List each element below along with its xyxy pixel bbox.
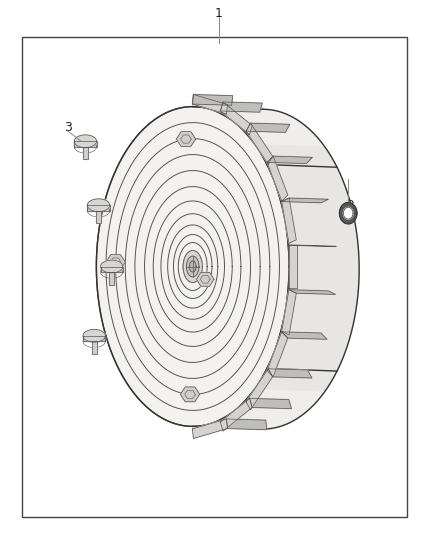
- Polygon shape: [246, 123, 290, 132]
- Polygon shape: [83, 329, 105, 342]
- Polygon shape: [193, 390, 324, 429]
- Polygon shape: [339, 203, 357, 224]
- Text: 2: 2: [346, 199, 354, 212]
- Polygon shape: [96, 107, 289, 426]
- Polygon shape: [289, 245, 297, 288]
- Polygon shape: [87, 205, 110, 211]
- Polygon shape: [92, 341, 97, 354]
- Polygon shape: [106, 255, 125, 269]
- Polygon shape: [267, 156, 312, 164]
- Text: 3: 3: [64, 122, 72, 134]
- Polygon shape: [282, 290, 296, 335]
- Polygon shape: [183, 251, 202, 282]
- Polygon shape: [193, 107, 359, 429]
- Polygon shape: [220, 102, 262, 112]
- Polygon shape: [180, 387, 200, 402]
- Polygon shape: [74, 141, 96, 147]
- Polygon shape: [267, 156, 288, 201]
- Polygon shape: [192, 94, 233, 105]
- Polygon shape: [250, 398, 291, 409]
- Polygon shape: [88, 199, 110, 212]
- Polygon shape: [96, 211, 101, 223]
- Polygon shape: [197, 272, 214, 286]
- Polygon shape: [83, 336, 105, 341]
- Text: 1: 1: [215, 7, 223, 20]
- Polygon shape: [282, 198, 328, 203]
- Polygon shape: [220, 102, 252, 135]
- Polygon shape: [83, 147, 88, 159]
- Polygon shape: [246, 369, 272, 410]
- Polygon shape: [177, 132, 196, 147]
- Polygon shape: [268, 369, 312, 378]
- Polygon shape: [74, 135, 96, 148]
- Polygon shape: [343, 207, 353, 219]
- Polygon shape: [282, 198, 296, 243]
- Polygon shape: [187, 256, 199, 277]
- Polygon shape: [282, 332, 327, 340]
- Bar: [22, 37, 407, 517]
- Polygon shape: [192, 419, 227, 439]
- Polygon shape: [189, 261, 196, 272]
- Polygon shape: [101, 260, 123, 273]
- Polygon shape: [100, 266, 123, 272]
- Polygon shape: [246, 123, 272, 164]
- Polygon shape: [267, 332, 288, 377]
- Polygon shape: [193, 107, 324, 146]
- Polygon shape: [289, 245, 336, 246]
- Polygon shape: [192, 94, 227, 114]
- Polygon shape: [226, 419, 267, 430]
- Polygon shape: [289, 290, 336, 294]
- Polygon shape: [109, 272, 114, 285]
- Polygon shape: [220, 398, 252, 431]
